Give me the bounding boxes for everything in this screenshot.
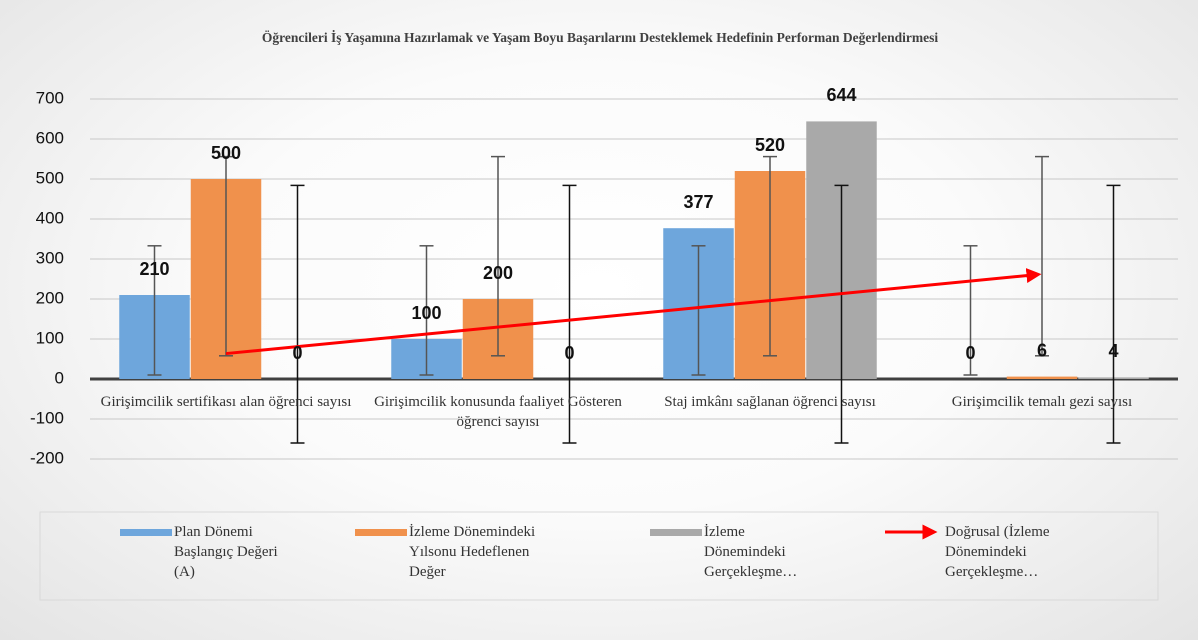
data-label: 210 [139,259,169,279]
legend-label: Doğrusal (İzleme Dönemindeki Gerçekleşme… [945,524,1050,580]
legend-label: İzleme Dönemindeki Gerçekleşme… [704,524,798,580]
data-label: 0 [292,343,302,363]
y-tick-label: 700 [36,88,64,107]
data-label: 100 [411,303,441,323]
legend-swatch [355,529,407,536]
bar [1006,376,1078,379]
data-label: 644 [826,85,856,105]
y-tick-label: 600 [36,128,64,147]
legend-box [39,511,1159,601]
y-tick-label: 500 [36,168,64,187]
data-label: 4 [1108,341,1118,361]
legend-swatch [650,529,702,536]
data-label: 200 [483,263,513,283]
y-tick-label: 100 [36,328,64,347]
y-tick-label: 300 [36,248,64,267]
legend-label: İzleme Dönemindeki Yılsonu Hedeflenen De… [409,524,536,580]
data-label: 377 [683,192,713,212]
x-tick-label: Staj imkânı sağlanan öğrenci sayısı [664,394,876,410]
x-tick-label: Girişimcilik temalı gezi sayısı [951,394,1133,410]
y-tick-label: 400 [36,208,64,227]
data-label: 520 [755,135,785,155]
data-label: 0 [564,343,574,363]
data-label: 500 [211,143,241,163]
x-tick-label: Girişimcilik konusunda faaliyet Gösteren… [374,394,622,430]
y-tick-label: -100 [30,408,64,427]
y-tick-label: 0 [55,368,64,387]
legend-swatch [120,529,172,536]
data-label: 0 [965,343,975,363]
legend-label: Plan Dönemi Başlangıç Değeri (A) [174,524,278,580]
y-tick-label: 200 [36,288,64,307]
data-label: 6 [1037,340,1047,360]
trendline [225,268,1042,356]
x-tick-label: Girişimcilik sertifikası alan öğrenci sa… [100,394,352,410]
y-tick-label: -200 [30,448,64,467]
chart-title: Öğrencileri İş Yaşamına Hazırlamak ve Ya… [261,30,939,45]
